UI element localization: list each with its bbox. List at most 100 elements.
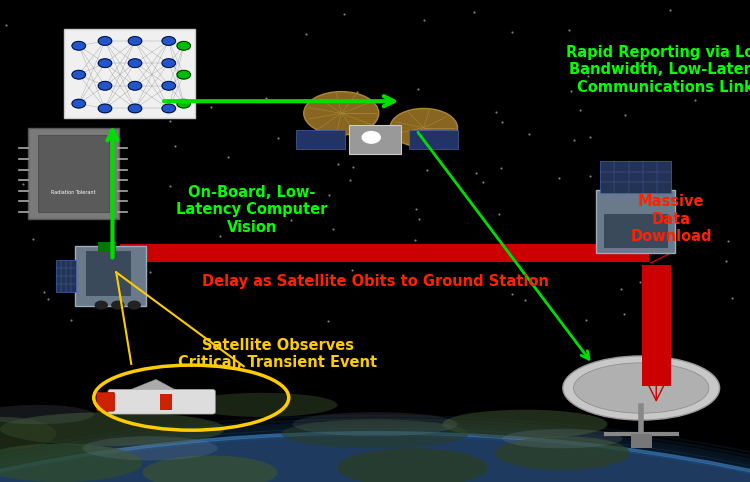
Point — [338, 10, 350, 17]
Point — [611, 199, 623, 207]
Point — [421, 166, 433, 174]
Circle shape — [162, 37, 176, 45]
Point — [284, 216, 296, 224]
Ellipse shape — [338, 448, 488, 482]
Text: On-Board, Low-
Latency Computer
Vision: On-Board, Low- Latency Computer Vision — [176, 185, 328, 235]
Point — [615, 285, 627, 293]
Point — [322, 133, 334, 140]
Point — [90, 271, 102, 279]
Circle shape — [128, 81, 142, 90]
Circle shape — [177, 99, 190, 108]
Point — [222, 153, 234, 161]
FancyBboxPatch shape — [75, 246, 146, 306]
Point — [410, 236, 422, 244]
Point — [351, 88, 363, 96]
Text: Radiation Tolerant: Radiation Tolerant — [51, 190, 95, 195]
Point — [228, 187, 240, 195]
Polygon shape — [126, 379, 178, 391]
Point — [301, 30, 313, 38]
Point — [523, 130, 535, 138]
FancyBboxPatch shape — [56, 260, 76, 292]
Point — [140, 89, 152, 97]
Ellipse shape — [0, 405, 94, 424]
Point — [344, 176, 356, 184]
Point — [272, 134, 284, 142]
Circle shape — [98, 81, 112, 90]
Point — [170, 142, 182, 150]
Point — [260, 94, 272, 102]
Point — [664, 6, 676, 14]
Point — [27, 235, 39, 242]
Point — [210, 277, 222, 284]
Point — [323, 191, 335, 199]
Point — [598, 162, 610, 170]
Ellipse shape — [495, 436, 630, 470]
Point — [164, 182, 176, 190]
Point — [553, 174, 565, 182]
Circle shape — [98, 37, 112, 45]
Point — [634, 278, 646, 286]
FancyBboxPatch shape — [604, 214, 668, 248]
Ellipse shape — [0, 417, 56, 451]
Point — [580, 316, 592, 324]
Circle shape — [98, 104, 112, 113]
Ellipse shape — [0, 434, 750, 482]
Point — [205, 104, 217, 111]
Point — [80, 297, 92, 305]
Point — [584, 134, 596, 141]
Point — [726, 295, 738, 302]
Ellipse shape — [82, 436, 218, 460]
Point — [720, 257, 732, 265]
Circle shape — [72, 41, 86, 50]
FancyBboxPatch shape — [409, 130, 458, 149]
Point — [582, 72, 594, 80]
Point — [164, 117, 176, 125]
Point — [214, 232, 226, 240]
Point — [64, 317, 76, 324]
Point — [568, 136, 580, 144]
Point — [0, 21, 11, 28]
Ellipse shape — [0, 443, 142, 482]
Circle shape — [72, 70, 86, 79]
Ellipse shape — [142, 455, 278, 482]
Circle shape — [128, 59, 142, 67]
Ellipse shape — [574, 363, 709, 413]
Circle shape — [177, 41, 190, 50]
Point — [495, 164, 507, 172]
Circle shape — [362, 132, 380, 143]
Point — [346, 266, 358, 274]
Point — [517, 269, 529, 277]
FancyBboxPatch shape — [642, 265, 670, 386]
Point — [574, 106, 586, 114]
FancyBboxPatch shape — [596, 190, 675, 253]
Point — [322, 317, 334, 324]
Point — [490, 108, 502, 116]
Circle shape — [162, 59, 176, 67]
Point — [413, 215, 425, 223]
Point — [470, 169, 482, 176]
Ellipse shape — [292, 412, 458, 436]
Ellipse shape — [188, 393, 338, 417]
Point — [144, 268, 156, 276]
Point — [689, 96, 701, 104]
FancyBboxPatch shape — [97, 392, 115, 411]
Point — [496, 118, 508, 126]
Ellipse shape — [562, 356, 720, 420]
Point — [38, 288, 50, 296]
Point — [468, 9, 480, 16]
Point — [493, 210, 505, 218]
Circle shape — [128, 104, 142, 113]
FancyBboxPatch shape — [296, 130, 345, 149]
Point — [722, 237, 734, 244]
Point — [519, 296, 531, 304]
Point — [42, 295, 54, 303]
Text: Rapid Reporting via Low-
Bandwidth, Low-Latency
Communications Links: Rapid Reporting via Low- Bandwidth, Low-… — [566, 45, 750, 95]
Ellipse shape — [390, 108, 458, 147]
Point — [272, 274, 284, 281]
FancyBboxPatch shape — [108, 389, 215, 414]
Circle shape — [162, 104, 176, 113]
Point — [618, 310, 630, 318]
FancyBboxPatch shape — [160, 394, 172, 410]
Point — [584, 173, 596, 180]
Point — [326, 225, 338, 233]
